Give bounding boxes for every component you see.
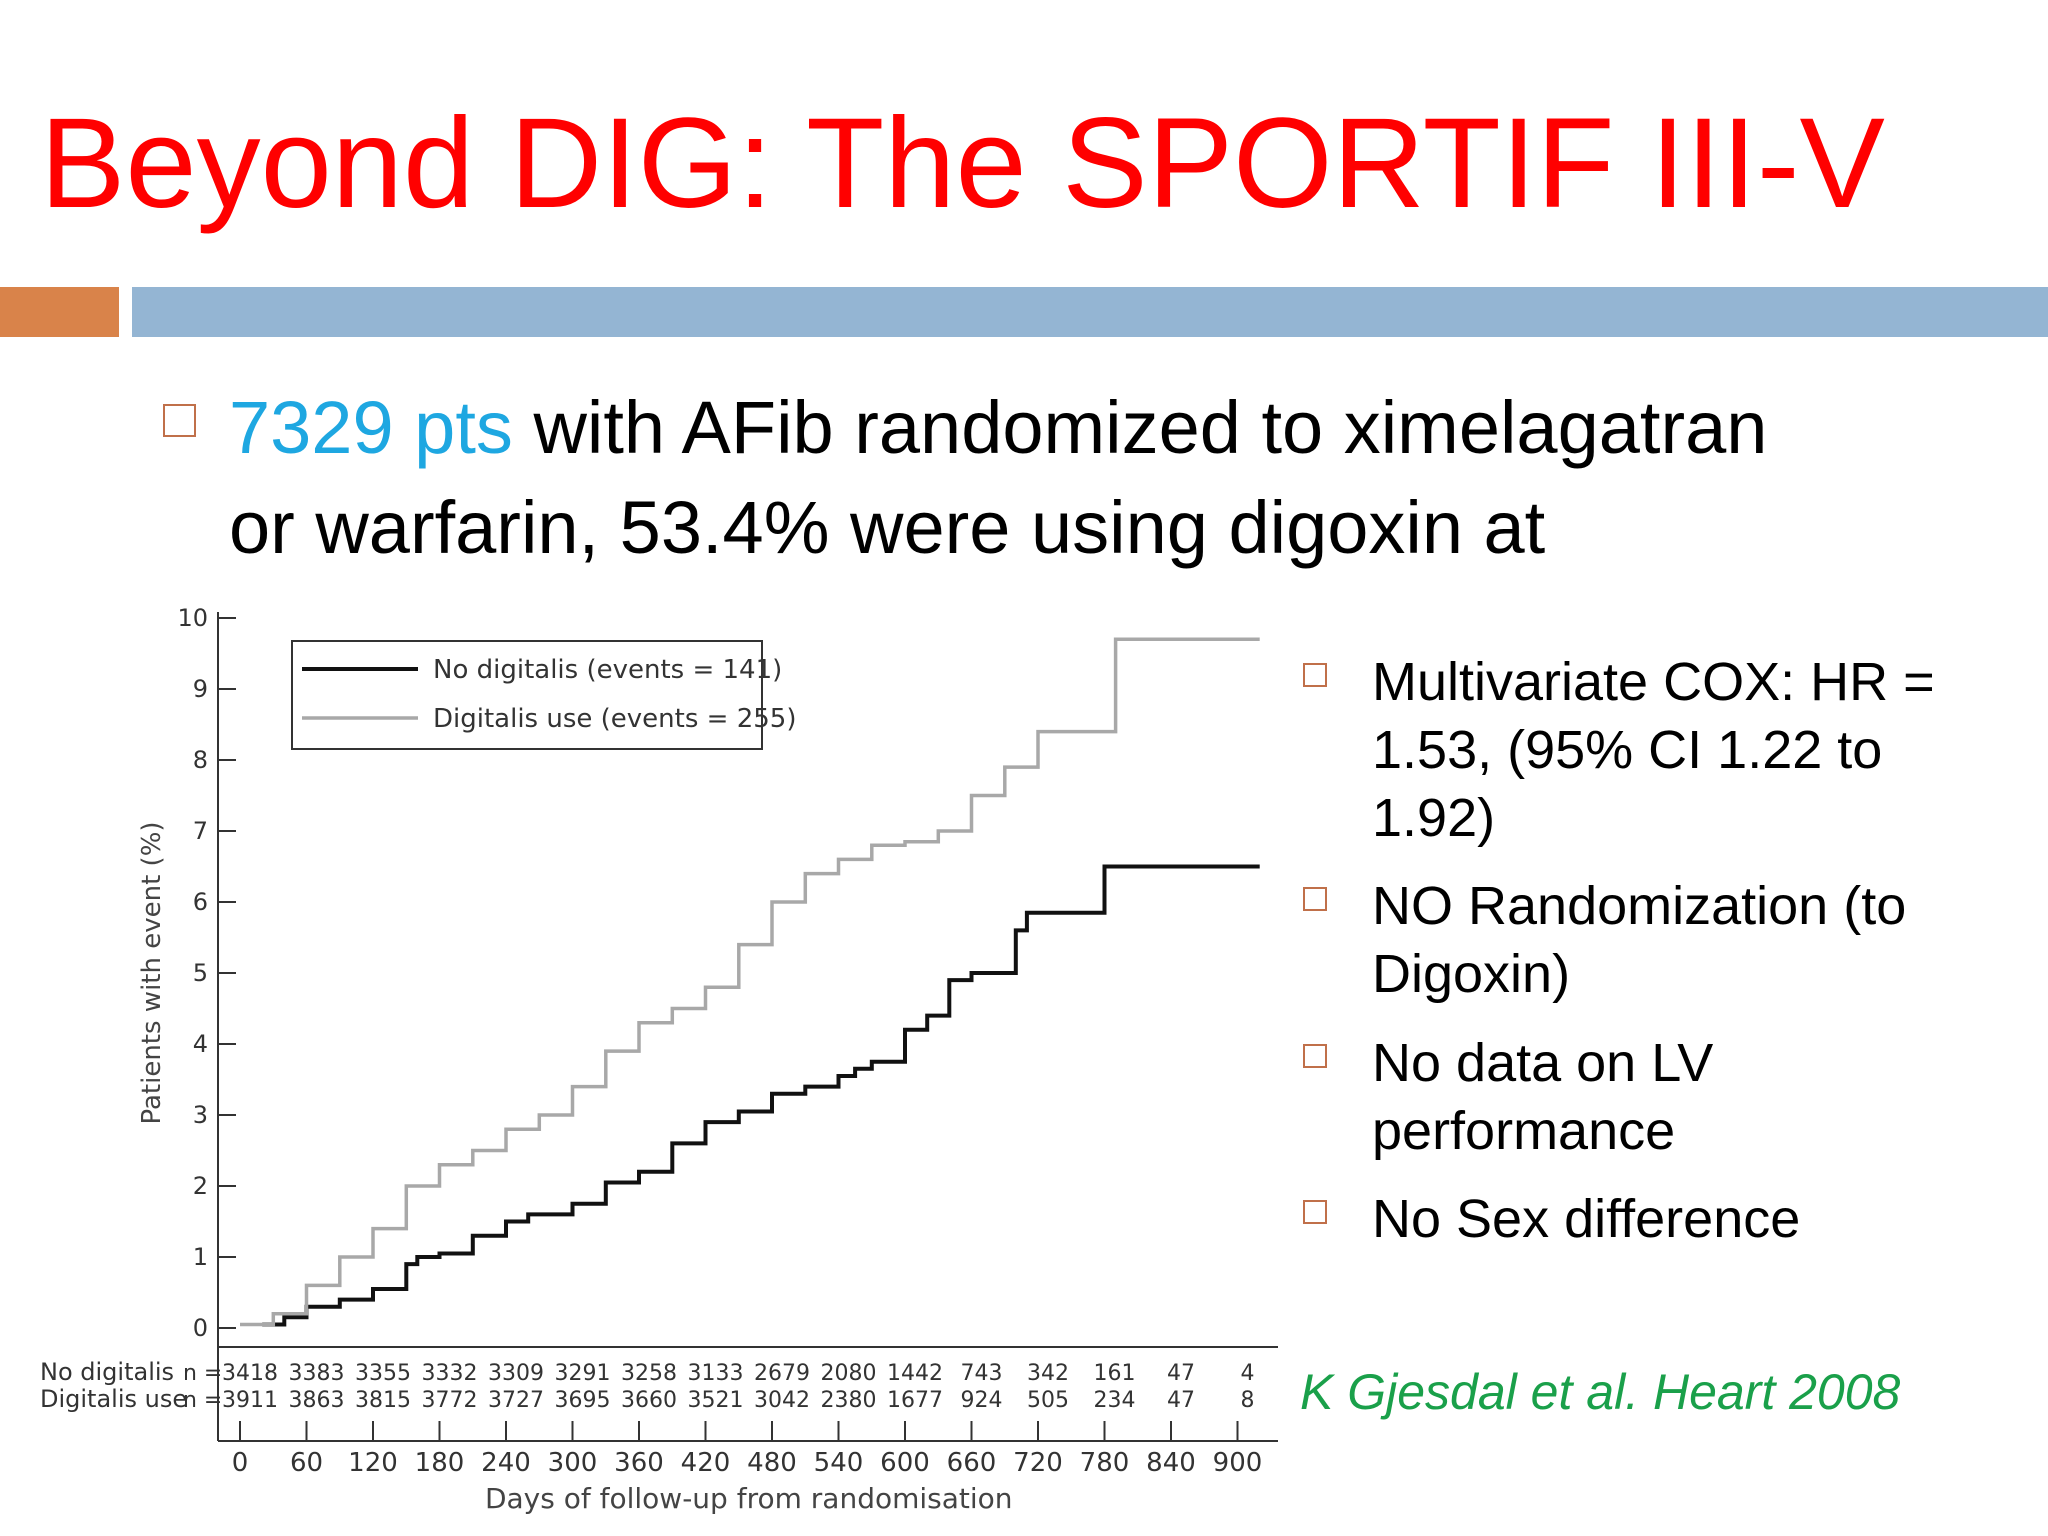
at-risk-no-digitalis-value: 3258	[621, 1361, 677, 1386]
at-risk-no-digitalis-value: 3383	[289, 1361, 345, 1386]
at-risk-no-digitalis-value: 47	[1167, 1361, 1195, 1386]
main-bullet-rest: with AFib randomized to ximelagatran	[512, 386, 1768, 469]
at-risk-digitalis-value: 3521	[688, 1388, 744, 1413]
main-bullet-icon	[163, 404, 196, 437]
series-line-no-digitalis	[262, 864, 1260, 1327]
x-tick-label: 840	[1146, 1448, 1196, 1478]
y-tick-label: 1	[193, 1243, 208, 1271]
side-bullet-icon	[1303, 1200, 1327, 1224]
at-risk-digitalis-value: 47	[1167, 1388, 1195, 1413]
at-risk-no-digitalis-value: 3355	[355, 1361, 411, 1386]
at-risk-digitalis-value: 3042	[754, 1388, 810, 1413]
legend-label: Digitalis use (events = 255)	[433, 704, 796, 734]
at-risk-digitalis-value: 3695	[555, 1388, 611, 1413]
x-axis-label: Days of follow-up from randomisation	[485, 1482, 1013, 1515]
x-tick-label: 540	[814, 1448, 864, 1478]
at-risk-digitalis-value: 3911	[222, 1388, 278, 1413]
x-tick-label: 720	[1013, 1448, 1063, 1478]
x-tick-label: 120	[348, 1448, 398, 1478]
y-tick-label: 7	[193, 817, 208, 845]
x-tick-label: 780	[1080, 1448, 1130, 1478]
y-tick-label: 2	[193, 1172, 208, 1200]
at-risk-no-digitalis-value: 161	[1094, 1361, 1136, 1386]
at-risk-no-digitalis-value: 3309	[488, 1361, 544, 1386]
legend-box	[291, 640, 763, 750]
accent-bar-blue	[132, 287, 2048, 337]
at-risk-label-digitalis: Digitalis use	[40, 1385, 187, 1413]
x-tick-label: 240	[481, 1448, 531, 1478]
y-tick-label: 3	[193, 1101, 208, 1129]
citation: K Gjesdal et al. Heart 2008	[1300, 1364, 1901, 1420]
side-bullet-icon	[1303, 887, 1327, 911]
at-risk-digitalis-value: 3863	[289, 1388, 345, 1413]
at-risk-no-digitalis-value: 2679	[754, 1361, 810, 1386]
at-risk-digitalis-value: 924	[961, 1388, 1003, 1413]
side-bullet-1: Multivariate COX: HR = 1.53, (95% CI 1.2…	[1372, 652, 1935, 848]
y-tick-label: 0	[193, 1314, 208, 1342]
at-risk-digitalis-value: 1677	[887, 1388, 943, 1413]
slide-title: Beyond DIG: The SPORTIF III-V	[40, 92, 1885, 235]
at-risk-digitalis-value: 3727	[488, 1388, 544, 1413]
y-tick-label: 8	[193, 746, 208, 774]
y-tick-label: 5	[193, 959, 208, 987]
at-risk-no-digitalis-value: 3133	[688, 1361, 744, 1386]
at-risk-no-digitalis-value: 2080	[821, 1361, 877, 1386]
side-bullet-3: No data on LV performance	[1372, 1033, 1714, 1161]
at-risk-digitalis-value: 3815	[355, 1388, 411, 1413]
side-bullet-2: NO Randomization (to Digoxin)	[1372, 876, 1907, 1004]
main-bullet-line1: 7329 pts with AFib randomized to ximelag…	[229, 378, 2009, 478]
x-tick-label: 600	[880, 1448, 930, 1478]
x-tick-label: 0	[232, 1448, 249, 1478]
at-risk-no-digitalis-value: 3291	[555, 1361, 611, 1386]
side-bullet-icon	[1303, 1044, 1327, 1068]
main-bullet-text: 7329 pts with AFib randomized to ximelag…	[229, 378, 2009, 578]
main-bullet-line2: or warfarin, 53.4% were using digoxin at	[229, 486, 1546, 569]
legend-label: No digitalis (events = 141)	[433, 655, 782, 685]
y-tick-label: 6	[193, 888, 208, 916]
at-risk-digitalis-value: 505	[1027, 1388, 1069, 1413]
at-risk-digitalis-value: 3772	[422, 1388, 478, 1413]
at-risk-prefix: n =	[183, 1388, 222, 1413]
at-risk-digitalis-value: 3660	[621, 1388, 677, 1413]
x-tick-label: 660	[947, 1448, 997, 1478]
x-tick-label: 180	[415, 1448, 465, 1478]
y-tick-label: 4	[193, 1030, 208, 1058]
y-axis-label: Patients with event (%)	[137, 821, 167, 1124]
x-tick-label: 60	[290, 1448, 323, 1478]
at-risk-no-digitalis-value: 4	[1241, 1361, 1255, 1386]
x-tick-label: 360	[614, 1448, 664, 1478]
y-tick-label: 10	[177, 604, 208, 632]
x-tick-label: 420	[681, 1448, 731, 1478]
at-risk-prefix: n =	[183, 1361, 222, 1386]
at-risk-digitalis-value: 234	[1094, 1388, 1136, 1413]
at-risk-no-digitalis-value: 342	[1027, 1361, 1069, 1386]
at-risk-no-digitalis-value: 3332	[422, 1361, 478, 1386]
accent-bar-orange	[0, 287, 119, 337]
side-bullet-icon	[1303, 663, 1327, 687]
x-tick-label: 300	[548, 1448, 598, 1478]
at-risk-digitalis-value: 2380	[821, 1388, 877, 1413]
at-risk-no-digitalis-value: 3418	[222, 1361, 278, 1386]
at-risk-no-digitalis-value: 1442	[887, 1361, 943, 1386]
series-line-digitalis-use	[240, 637, 1260, 1327]
x-tick-label: 480	[747, 1448, 797, 1478]
at-risk-no-digitalis-value: 743	[961, 1361, 1003, 1386]
main-bullet-highlight: 7329 pts	[229, 386, 513, 469]
side-bullet-4: No Sex difference	[1372, 1189, 1801, 1249]
x-tick-label: 900	[1213, 1448, 1263, 1478]
y-tick-label: 9	[193, 675, 208, 703]
at-risk-digitalis-value: 8	[1241, 1388, 1255, 1413]
at-risk-label-no-digitalis: No digitalis	[40, 1358, 174, 1386]
